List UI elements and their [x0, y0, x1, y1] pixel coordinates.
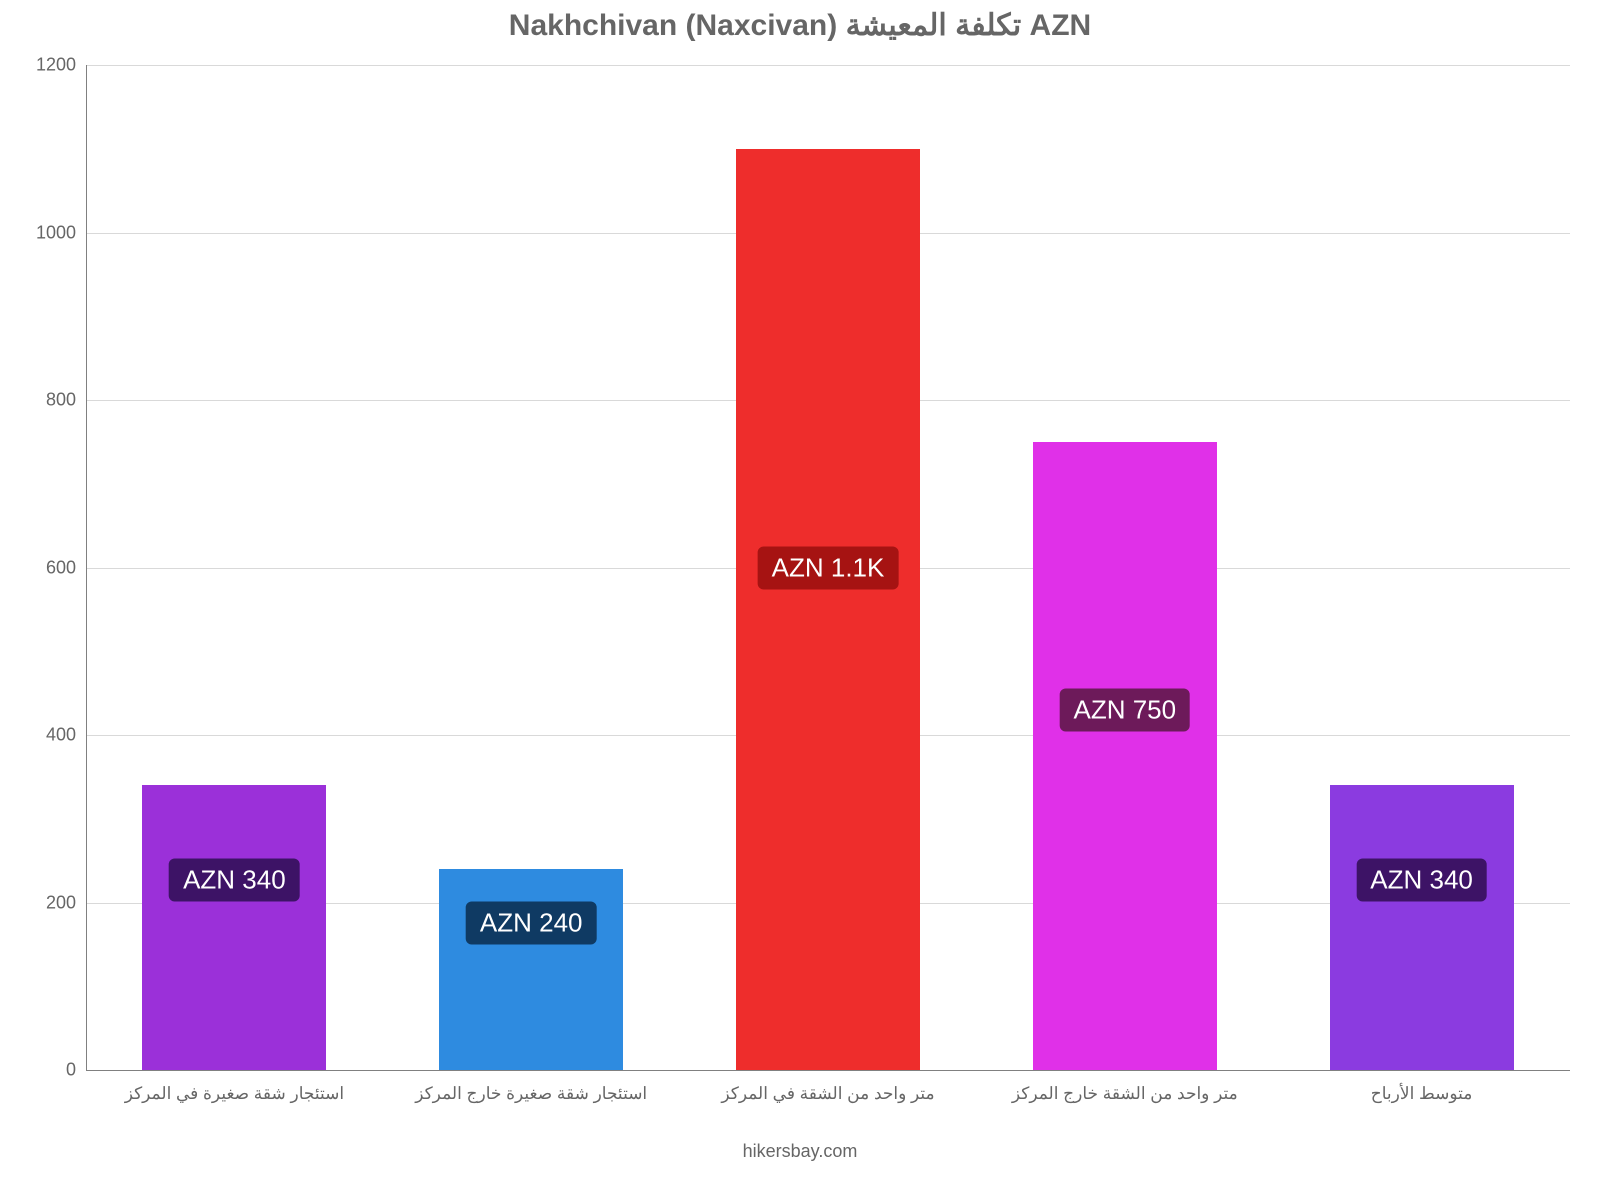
bar — [142, 785, 326, 1070]
x-tick-label: متر واحد من الشقة في المركز — [721, 1070, 934, 1104]
gridline — [86, 65, 1570, 66]
bar-value-label: AZN 750 — [1059, 688, 1190, 731]
bar-value-label: AZN 340 — [1356, 858, 1487, 901]
y-tick-label: 200 — [46, 892, 86, 913]
y-tick-label: 400 — [46, 725, 86, 746]
y-tick-label: 0 — [66, 1060, 86, 1081]
x-tick-label: استئجار شقة صغيرة في المركز — [125, 1070, 344, 1104]
chart-title: Nakhchivan (Naxcivan) تكلفة المعيشة AZN — [0, 8, 1600, 43]
x-tick-label: استئجار شقة صغيرة خارج المركز — [415, 1070, 647, 1104]
bar — [1330, 785, 1514, 1070]
bar — [736, 149, 920, 1070]
bar-value-label: AZN 1.1K — [758, 546, 899, 589]
chart-container: Nakhchivan (Naxcivan) تكلفة المعيشة AZN … — [0, 0, 1600, 1200]
x-tick-label: متوسط الأرباح — [1371, 1070, 1473, 1104]
footer-credit: hikersbay.com — [0, 1141, 1600, 1162]
plot-area: 020040060080010001200AZN 340استئجار شقة … — [86, 65, 1570, 1070]
bar — [1033, 442, 1217, 1070]
bar — [439, 869, 623, 1070]
y-tick-label: 1000 — [36, 222, 86, 243]
bar-value-label: AZN 340 — [169, 858, 300, 901]
bar-value-label: AZN 240 — [466, 902, 597, 945]
y-tick-label: 600 — [46, 557, 86, 578]
y-tick-label: 1200 — [36, 55, 86, 76]
y-tick-label: 800 — [46, 390, 86, 411]
x-tick-label: متر واحد من الشقة خارج المركز — [1012, 1070, 1238, 1104]
y-axis-line — [86, 65, 87, 1070]
